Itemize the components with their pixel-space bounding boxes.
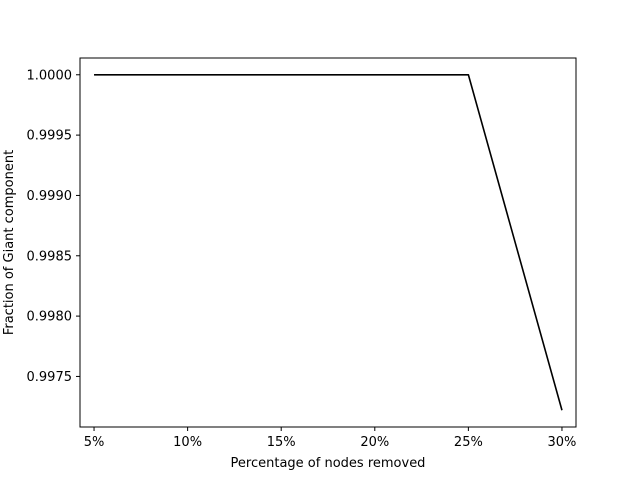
y-axis-ticks: 0.9975 0.9980 0.9985 0.9990 0.9995 1.0000 <box>27 68 80 385</box>
x-axis-ticks: 5% 10% 15% 20% 25% 30% <box>84 427 577 450</box>
y-tick-label: 0.9985 <box>27 249 73 264</box>
x-tick-label: 20% <box>360 435 389 450</box>
plot-frame <box>79 57 577 428</box>
x-tick-label: 15% <box>267 435 296 450</box>
y-axis-label: Fraction of Giant component <box>2 150 17 335</box>
y-tick-label: 1.0000 <box>27 68 73 83</box>
y-tick-label: 0.9990 <box>27 189 73 204</box>
x-tick-label: 30% <box>548 435 577 450</box>
x-tick-label: 10% <box>173 435 202 450</box>
series-layer <box>94 73 563 411</box>
series-line <box>94 73 563 411</box>
plot-area <box>80 58 576 427</box>
y-tick-label: 0.9980 <box>27 310 73 325</box>
y-tick-label: 0.9975 <box>27 370 73 385</box>
y-tick-label: 0.9995 <box>27 129 73 144</box>
x-tick-label: 5% <box>84 435 105 450</box>
x-axis-label: Percentage of nodes removed <box>231 456 426 471</box>
x-tick-label: 25% <box>454 435 483 450</box>
